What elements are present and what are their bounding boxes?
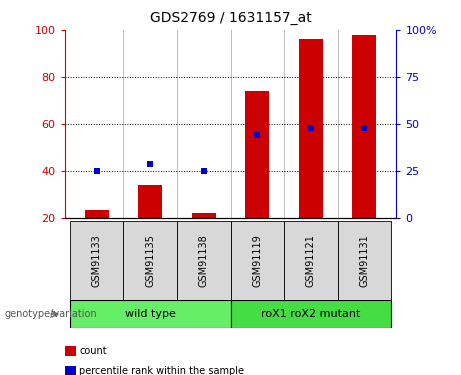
Text: percentile rank within the sample: percentile rank within the sample bbox=[79, 366, 244, 375]
Bar bbox=[199, 213, 208, 217]
Text: GSM91135: GSM91135 bbox=[145, 234, 155, 287]
Bar bbox=[124, 221, 177, 300]
Bar bbox=[192, 213, 216, 217]
Bar bbox=[92, 210, 101, 218]
Bar bbox=[177, 221, 230, 300]
Bar bbox=[230, 221, 284, 300]
Bar bbox=[138, 185, 162, 218]
Bar bbox=[299, 39, 323, 218]
Bar bbox=[245, 91, 269, 218]
Bar bbox=[70, 221, 124, 300]
Text: roX1 roX2 mutant: roX1 roX2 mutant bbox=[261, 309, 361, 319]
Bar bbox=[85, 210, 109, 218]
Bar bbox=[70, 300, 230, 328]
Bar bbox=[145, 215, 155, 217]
Text: genotype/variation: genotype/variation bbox=[5, 309, 97, 319]
Text: GSM91119: GSM91119 bbox=[252, 234, 262, 287]
Bar bbox=[284, 221, 337, 300]
Text: GDS2769 / 1631157_at: GDS2769 / 1631157_at bbox=[150, 11, 311, 25]
Bar bbox=[352, 35, 376, 218]
Text: GSM91131: GSM91131 bbox=[359, 234, 369, 287]
Bar bbox=[230, 300, 391, 328]
Bar bbox=[337, 221, 391, 300]
Text: GSM91133: GSM91133 bbox=[92, 234, 102, 287]
Text: GSM91138: GSM91138 bbox=[199, 234, 209, 287]
Text: GSM91121: GSM91121 bbox=[306, 234, 316, 287]
Text: wild type: wild type bbox=[125, 309, 176, 319]
Text: count: count bbox=[79, 346, 107, 355]
